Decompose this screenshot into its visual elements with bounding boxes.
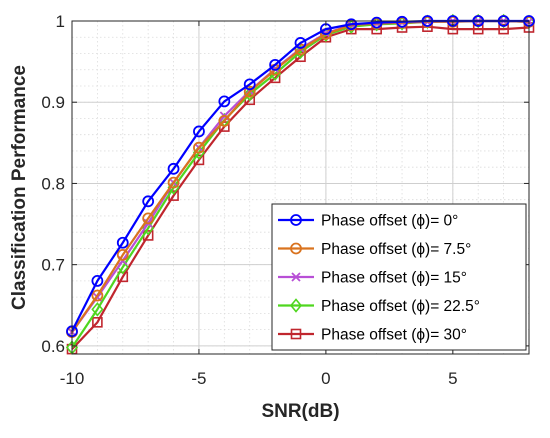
y-tick-label: 0.8 [41, 174, 65, 193]
x-axis-label: SNR(dB) [261, 401, 339, 422]
legend-item: Phase offset (ϕ)= 30° [278, 327, 467, 344]
legend-item: Phase offset (ϕ)= 22.5° [278, 298, 480, 315]
legend: Phase offset (ϕ)= 0° Phase offset (ϕ)= 7.… [271, 203, 527, 351]
axes-box [71, 20, 530, 355]
data-point [218, 95, 231, 108]
data-point [472, 23, 484, 35]
data-point [294, 44, 307, 60]
data-point [218, 115, 231, 127]
data-point [116, 236, 129, 249]
data-point [142, 195, 155, 208]
legend-marker [290, 242, 302, 255]
legend-label: Phase offset (ϕ)= 30° [321, 327, 467, 344]
y-tick-label: 1 [56, 12, 65, 31]
data-point [421, 14, 434, 30]
data-point [193, 125, 205, 138]
legend-label: Phase offset (ϕ)= 7.5° [321, 241, 471, 258]
y-tick-label: 0.6 [41, 337, 65, 356]
data-point [294, 43, 307, 56]
axis-ticks: -10 -5 0 5 0.6 0.7 0.8 0.9 1 [41, 12, 529, 388]
data-point [294, 37, 307, 49]
x-tick-label: -5 [191, 369, 206, 388]
data-point [370, 16, 383, 29]
legend-item: Phase offset (ϕ)= 0° [278, 213, 458, 230]
y-tick-label: 0.9 [41, 93, 65, 112]
x-tick-label: 5 [448, 369, 457, 388]
data-point [498, 23, 509, 35]
data-point [243, 86, 256, 102]
data-point [345, 18, 358, 31]
legend-item: Phase offset (ϕ)= 7.5° [278, 241, 471, 258]
data-point [269, 58, 282, 71]
legend-label: Phase offset (ϕ)= 22.5° [321, 298, 480, 315]
legend-marker [290, 214, 302, 226]
data-point [396, 15, 408, 28]
x-tick-label: -10 [60, 369, 85, 388]
legend-marker [291, 272, 301, 282]
legend-box [271, 203, 527, 351]
legend-item: Phase offset (ϕ)= 15° [278, 270, 467, 287]
legend-label: Phase offset (ϕ)= 15° [321, 270, 467, 287]
data-point [116, 249, 129, 261]
data-point [193, 141, 205, 154]
legend-marker [290, 328, 302, 340]
legend-label: Phase offset (ϕ)= 0° [321, 213, 458, 230]
data-point [142, 212, 155, 225]
data-point [167, 162, 180, 175]
data-point [92, 317, 103, 328]
data-point [497, 13, 510, 29]
legend-marker [289, 298, 303, 313]
data-point [243, 78, 256, 91]
data-point [91, 289, 104, 302]
data-point [243, 85, 256, 98]
data-point [167, 176, 180, 189]
y-tick-label: 0.7 [41, 256, 65, 275]
data-point [91, 275, 104, 287]
data-point [472, 13, 485, 29]
y-axis-label: Classification Performance [9, 65, 30, 310]
data-point [91, 302, 104, 317]
x-tick-label: 0 [321, 369, 330, 388]
